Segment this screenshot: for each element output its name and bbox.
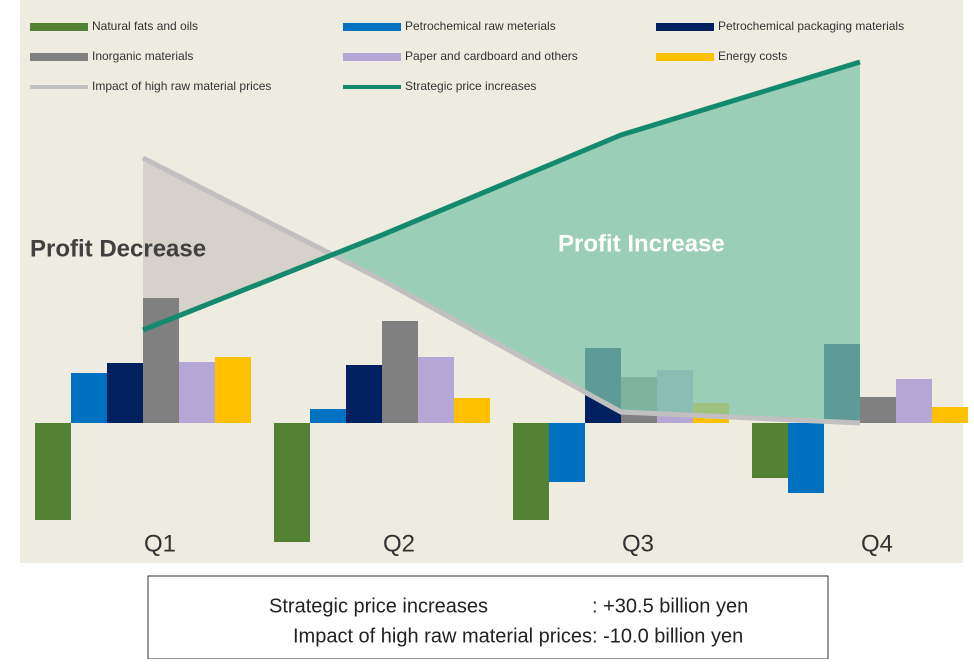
- bar: [382, 321, 418, 423]
- legend-label: Impact of high raw material prices: [92, 79, 271, 93]
- legend-label: Natural fats and oils: [92, 19, 198, 33]
- bar: [513, 423, 549, 520]
- legend-label: Paper and cardboard and others: [405, 49, 578, 63]
- bar: [107, 363, 143, 423]
- legend-label: Inorganic materials: [92, 49, 193, 63]
- bar: [179, 362, 215, 423]
- bar: [454, 398, 490, 423]
- bar: [788, 423, 824, 493]
- bar: [35, 423, 71, 520]
- x-tick-label: Q2: [383, 530, 415, 557]
- bar: [860, 397, 896, 423]
- legend-label: Strategic price increases: [405, 79, 536, 93]
- legend-swatch: [30, 23, 88, 31]
- legend-label: Energy costs: [718, 49, 787, 63]
- profit-increase-area: [332, 62, 861, 423]
- x-tick-label: Q1: [144, 530, 176, 557]
- summary-value: : -10.0 billion yen: [592, 625, 743, 647]
- summary-box: [147, 575, 829, 660]
- bar: [71, 373, 107, 423]
- summary-value: : +30.5 billion yen: [592, 595, 748, 617]
- legend-swatch: [30, 53, 88, 61]
- legend-swatch: [343, 53, 401, 61]
- bar: [346, 365, 382, 423]
- bar: [310, 409, 346, 423]
- bar: [752, 423, 788, 478]
- legend-swatch: [656, 53, 714, 61]
- bar: [274, 423, 310, 542]
- line: [141, 155, 861, 426]
- bar: [549, 423, 585, 482]
- profit-decrease-area: [143, 158, 333, 330]
- legend-label: Petrochemical packaging materials: [718, 19, 904, 33]
- x-tick-label: Q4: [861, 530, 893, 557]
- summary-label: Strategic price increases: [269, 595, 488, 617]
- bar: [896, 379, 932, 423]
- line: [142, 59, 861, 333]
- legend-swatch: [343, 23, 401, 31]
- summary-label: Impact of high raw material prices: [293, 625, 592, 647]
- x-tick-label: Q3: [622, 530, 654, 557]
- bar: [215, 357, 251, 423]
- annotation: Profit Decrease: [30, 235, 206, 262]
- bar: [418, 357, 454, 423]
- annotation: Profit Increase: [558, 230, 725, 257]
- bar: [932, 407, 968, 423]
- under-layer: Natural fats and oils Petrochemical raw m…: [30, 19, 904, 330]
- legend-swatch: [656, 23, 714, 31]
- legend-label: Petrochemical raw meterials: [405, 19, 556, 33]
